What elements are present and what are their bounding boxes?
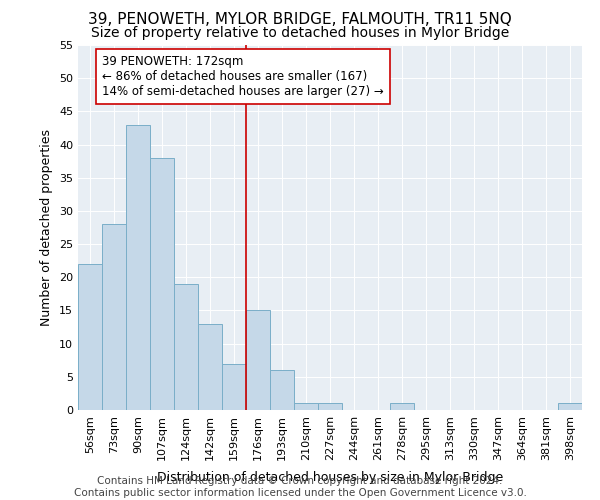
Y-axis label: Number of detached properties: Number of detached properties bbox=[40, 129, 53, 326]
Text: Contains HM Land Registry data © Crown copyright and database right 2024.
Contai: Contains HM Land Registry data © Crown c… bbox=[74, 476, 526, 498]
Bar bbox=[294, 404, 318, 410]
Bar bbox=[246, 310, 270, 410]
Bar bbox=[78, 264, 102, 410]
Bar bbox=[126, 124, 150, 410]
Text: 39 PENOWETH: 172sqm
← 86% of detached houses are smaller (167)
14% of semi-detac: 39 PENOWETH: 172sqm ← 86% of detached ho… bbox=[102, 55, 384, 98]
Bar bbox=[270, 370, 294, 410]
Bar bbox=[102, 224, 126, 410]
Bar bbox=[558, 404, 582, 410]
Bar bbox=[174, 284, 198, 410]
Bar bbox=[222, 364, 246, 410]
Bar bbox=[390, 404, 414, 410]
Text: 39, PENOWETH, MYLOR BRIDGE, FALMOUTH, TR11 5NQ: 39, PENOWETH, MYLOR BRIDGE, FALMOUTH, TR… bbox=[88, 12, 512, 28]
Text: Size of property relative to detached houses in Mylor Bridge: Size of property relative to detached ho… bbox=[91, 26, 509, 40]
X-axis label: Distribution of detached houses by size in Mylor Bridge: Distribution of detached houses by size … bbox=[157, 471, 503, 484]
Bar bbox=[150, 158, 174, 410]
Bar bbox=[198, 324, 222, 410]
Bar bbox=[318, 404, 342, 410]
